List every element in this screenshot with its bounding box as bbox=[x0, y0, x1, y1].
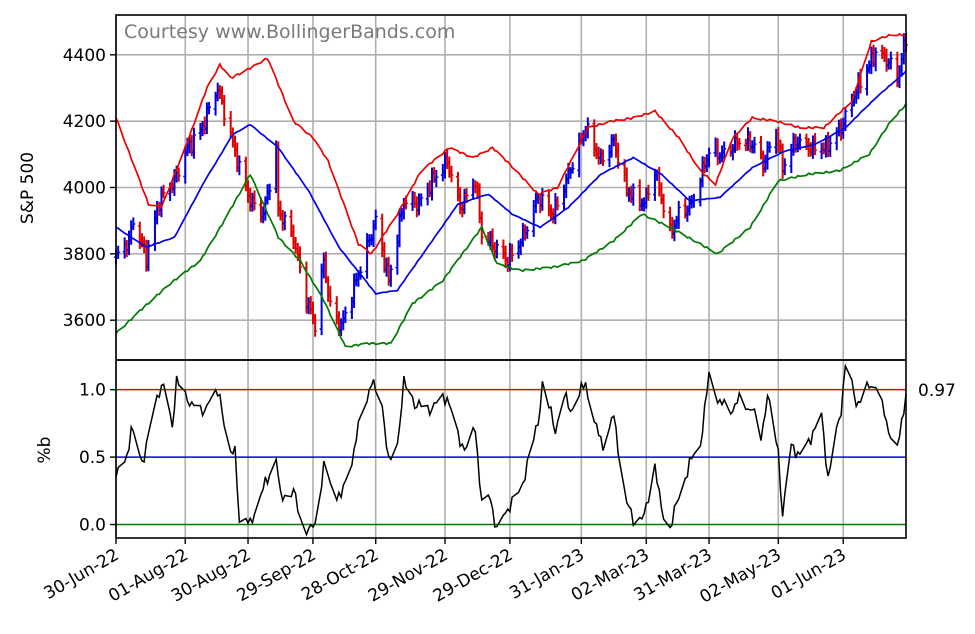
price-axis-label: S&P 500 bbox=[18, 152, 38, 224]
y-tick-label: 3800 bbox=[63, 245, 106, 265]
y-tick-label: 4200 bbox=[63, 112, 106, 132]
bollinger-bands bbox=[115, 32, 907, 348]
pctb-axis-ticks: 0.0 0.5 1.0 bbox=[79, 381, 116, 536]
current-pctb-label: 0.97 bbox=[918, 381, 956, 401]
pctb-series bbox=[115, 363, 907, 537]
y-tick-label: 4400 bbox=[63, 46, 106, 66]
y-tick-label: 0.0 bbox=[79, 516, 106, 536]
watermark-text: Courtesy www.BollingerBands.com bbox=[124, 21, 455, 43]
bottom-panel-frame bbox=[115, 359, 907, 539]
pctb-axis-label: %b bbox=[35, 437, 55, 464]
y-tick-label: 4000 bbox=[63, 179, 106, 199]
y-tick-label: 0.5 bbox=[79, 448, 106, 468]
x-tick-label: 01-Jun-23 bbox=[768, 545, 850, 604]
pctb-line bbox=[115, 363, 907, 537]
price-bars bbox=[114, 33, 908, 337]
upper-band-line bbox=[115, 32, 907, 255]
y-tick-label: 1.0 bbox=[79, 381, 106, 401]
y-tick-label: 3600 bbox=[63, 311, 106, 331]
lower-band-line bbox=[115, 103, 907, 348]
price-axis-ticks: 3600 3800 4000 4200 4400 bbox=[63, 46, 116, 331]
middle-band-line bbox=[115, 70, 907, 295]
date-axis-ticks: 30-Jun-2201-Aug-2230-Aug-2229-Sep-2228-O… bbox=[41, 538, 850, 608]
top-panel-grid bbox=[115, 15, 906, 360]
